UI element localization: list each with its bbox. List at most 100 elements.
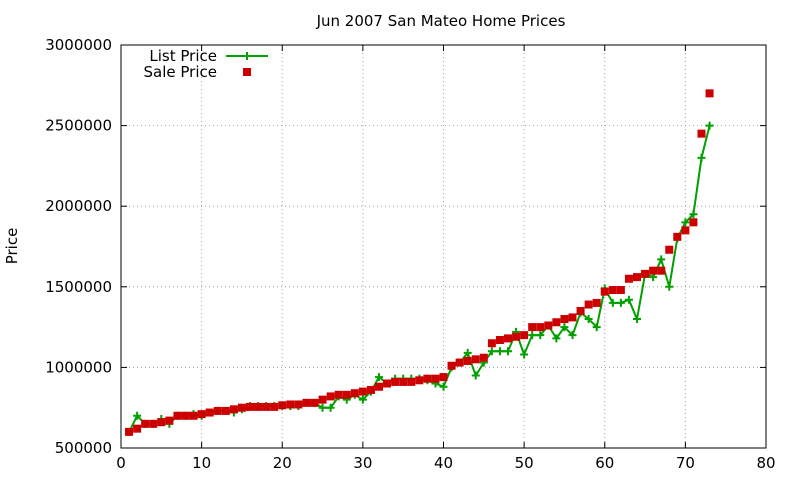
sale-price-point — [221, 406, 230, 415]
sale-price-point — [318, 395, 327, 404]
sale-price-point — [633, 273, 641, 282]
sale-price-point — [673, 232, 682, 241]
sale-price-point — [197, 410, 206, 419]
sale-price-point — [125, 427, 134, 436]
sale-price-point — [294, 400, 303, 409]
x-tick-label: 30 — [353, 454, 372, 472]
list-price-point — [552, 334, 561, 343]
sale-price-point — [705, 89, 714, 98]
sale-price-point — [262, 402, 271, 411]
list-price-point — [584, 315, 593, 324]
sale-price-point — [600, 287, 609, 296]
sale-price-point — [495, 335, 504, 344]
sale-price-point — [229, 405, 238, 414]
sale-price-point — [141, 419, 150, 428]
sale-price-point — [149, 419, 158, 428]
y-axis-label: Price — [3, 228, 21, 265]
sale-price-point — [471, 355, 480, 364]
sale-price-point — [455, 358, 464, 367]
list-price-line — [128, 125, 711, 433]
sale-price-point — [576, 306, 585, 315]
sale-price-point — [487, 339, 496, 348]
sale-price-point — [479, 353, 488, 362]
sale-price-point — [665, 245, 674, 254]
list-price-point — [665, 282, 674, 291]
y-tick-label: 1500000 — [45, 278, 112, 296]
sale-price-point — [237, 403, 246, 412]
sale-price-point — [544, 321, 553, 330]
sale-price-point — [358, 387, 367, 396]
sale-price-point — [310, 398, 319, 407]
sale-price-point — [528, 323, 537, 332]
sale-price-point — [189, 411, 198, 420]
sale-price-point — [447, 361, 456, 370]
sale-price-point — [649, 266, 658, 275]
sale-price-point — [334, 390, 343, 399]
legend: List Price Sale Price — [144, 47, 268, 81]
sale-price-point — [246, 402, 254, 411]
sale-price-point — [366, 385, 375, 394]
list-price-point — [463, 348, 472, 357]
sale-price-point — [399, 377, 408, 386]
sale-price-point — [181, 411, 190, 420]
list-price-point — [633, 315, 641, 324]
x-tick-label: 20 — [273, 454, 292, 472]
sale-price-point — [552, 318, 561, 327]
sale-price-point — [383, 379, 392, 388]
sale-price-point — [431, 374, 440, 383]
list-price-point — [471, 371, 480, 380]
sale-price-point — [326, 392, 335, 401]
sale-price-point — [375, 382, 383, 391]
y-tick-label: 500000 — [55, 439, 112, 457]
list-price-point — [616, 298, 625, 307]
sale-price-point — [608, 286, 617, 295]
sale-price-point — [213, 406, 222, 415]
x-tick-label: 0 — [116, 454, 126, 472]
sale-price-point — [342, 390, 351, 399]
sale-price-point — [254, 402, 263, 411]
list-price-point — [657, 255, 666, 264]
sale-price-point — [270, 402, 279, 411]
sale-price-point — [504, 334, 512, 343]
sale-price-point — [165, 416, 174, 425]
sale-price-point — [463, 356, 472, 365]
sale-price-point — [415, 376, 424, 385]
list-price-point — [608, 298, 617, 307]
x-tick-label: 70 — [676, 454, 695, 472]
list-price-point — [689, 210, 698, 219]
x-tick-label: 50 — [515, 454, 534, 472]
list-price-point — [568, 331, 577, 340]
sale-price-point — [173, 411, 182, 420]
sale-price-point — [407, 377, 416, 386]
x-tick-label: 80 — [756, 454, 775, 472]
x-tick-label: 60 — [595, 454, 614, 472]
sale-price-point — [697, 129, 706, 138]
sale-price-point — [616, 286, 625, 295]
chart-title: Jun 2007 San Mateo Home Prices — [316, 12, 566, 30]
x-tick-label: 10 — [192, 454, 211, 472]
sale-price-point — [286, 400, 295, 409]
list-price-point — [560, 323, 569, 332]
x-tick-label: 40 — [434, 454, 453, 472]
sale-price-point — [157, 418, 166, 427]
sale-price-point — [641, 269, 650, 278]
list-price-point — [681, 218, 690, 227]
list-price-point — [358, 395, 367, 404]
sale-price-point — [560, 315, 569, 324]
list-price-point — [528, 331, 537, 340]
list-price-point — [536, 331, 545, 340]
sale-price-point — [584, 300, 593, 309]
sale-price-point — [302, 398, 311, 407]
y-axis: 500000 1000000 1500000 2000000 2500000 300000… — [45, 36, 766, 457]
sale-price-point — [205, 408, 214, 417]
list-price-point — [375, 373, 383, 382]
sale-price-point — [681, 226, 690, 235]
list-price-point — [495, 347, 504, 356]
sale-price-point — [278, 401, 287, 410]
list-price-point — [520, 350, 529, 359]
sale-price-point — [133, 424, 142, 433]
y-tick-label: 2000000 — [45, 197, 112, 215]
sale-price-point — [689, 218, 698, 227]
sale-price-point — [624, 274, 633, 283]
